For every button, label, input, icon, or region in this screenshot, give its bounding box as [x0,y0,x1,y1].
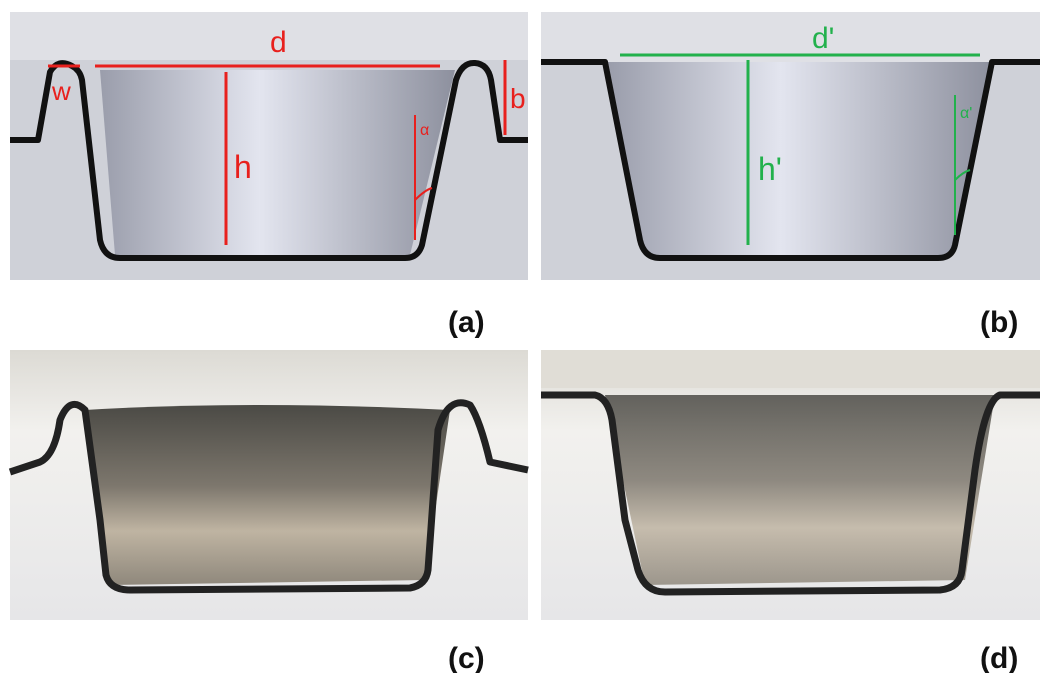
panel-b: d' h' α' [541,12,1040,280]
panel-label: (a) [448,306,485,339]
panel-label: (d) [980,642,1018,673]
annotation: h' [758,151,782,187]
annotation: h [234,149,252,185]
panel-a: d w b h α [10,12,528,280]
annotation: b [510,83,526,114]
annotation: w [51,76,71,106]
annotation: α' [960,105,972,122]
panel-label: (b) [980,306,1018,339]
annotation: d' [812,22,834,55]
panel-d [541,350,1040,620]
panel-label: (c) [448,642,485,673]
panel-c [8,350,529,620]
annotation: d [270,26,287,59]
annotation: α [420,122,429,139]
